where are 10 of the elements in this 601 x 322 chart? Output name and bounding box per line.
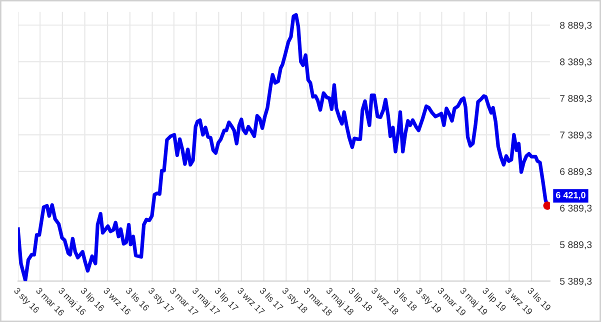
y-tick-label: 6 889,3: [560, 168, 592, 176]
line-series: [18, 13, 550, 282]
y-tick-label: 7 889,3: [560, 95, 592, 104]
annotation: 6 421,0: [556, 192, 586, 200]
y-tick-label: 6 389,3: [560, 204, 592, 213]
y-tick-label: 8 889,3: [560, 22, 592, 30]
y-tick-label: 8 389,3: [560, 58, 592, 66]
y-tick-label: 5 389,3: [560, 278, 592, 286]
y-tick-label: 7 389,3: [560, 132, 592, 140]
y-tick-label: 5 889,3: [560, 241, 592, 250]
